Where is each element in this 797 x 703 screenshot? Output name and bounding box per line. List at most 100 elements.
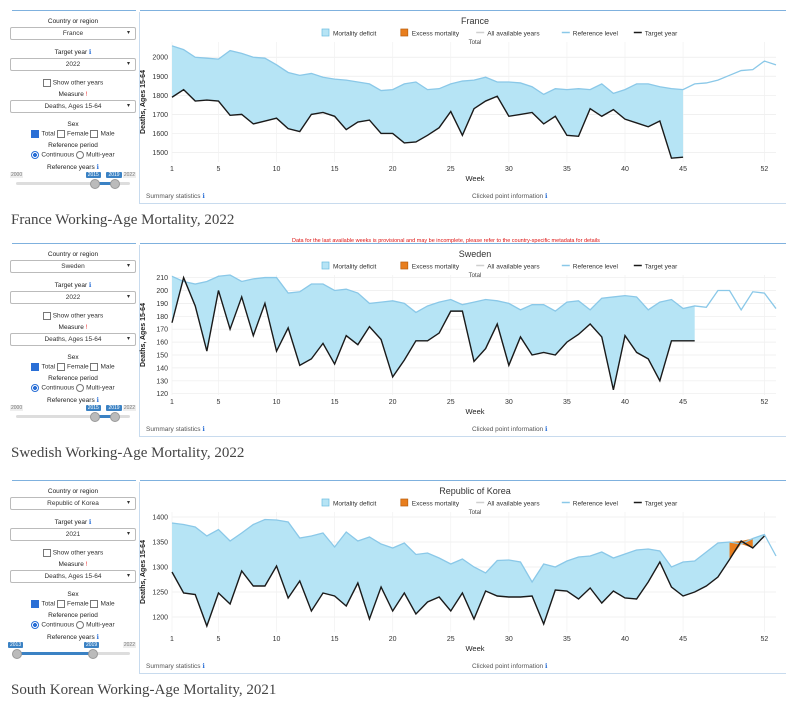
- reference-level-point[interactable]: [507, 558, 511, 562]
- reference-level-point[interactable]: [612, 556, 616, 560]
- radio-continuous-icon[interactable]: [31, 621, 40, 629]
- country-select[interactable]: France ▾: [10, 27, 136, 40]
- target-year-point[interactable]: [600, 601, 604, 605]
- target-year-select[interactable]: 2021 ▾: [10, 528, 136, 541]
- target-year-point[interactable]: [437, 595, 441, 599]
- country-select[interactable]: Republic of Korea ▾: [10, 497, 136, 510]
- reference-level-point[interactable]: [344, 287, 348, 291]
- target-year-point[interactable]: [600, 114, 604, 118]
- target-year-point[interactable]: [635, 121, 639, 125]
- target-year-point[interactable]: [356, 343, 360, 347]
- target-year-point[interactable]: [484, 347, 488, 351]
- reference-level-point[interactable]: [286, 291, 290, 295]
- target-year-point[interactable]: [414, 140, 418, 144]
- target-year-point[interactable]: [263, 584, 267, 588]
- reference-level-point[interactable]: [693, 304, 697, 308]
- reference-level-point[interactable]: [693, 82, 697, 86]
- reference-level-point[interactable]: [379, 542, 383, 546]
- target-year-select[interactable]: 2022 ▾: [10, 291, 136, 304]
- reference-level-point[interactable]: [705, 305, 709, 309]
- target-year-point[interactable]: [507, 114, 511, 118]
- reference-level-point[interactable]: [205, 280, 209, 284]
- country-select[interactable]: Sweden ▾: [10, 260, 136, 273]
- target-year-point[interactable]: [182, 591, 186, 595]
- reference-level-point[interactable]: [670, 565, 674, 569]
- reference-level-point[interactable]: [298, 536, 302, 540]
- reference-level-point[interactable]: [344, 78, 348, 82]
- reference-level-point[interactable]: [252, 55, 256, 59]
- reference-level-point[interactable]: [275, 276, 279, 280]
- target-year-point[interactable]: [344, 604, 348, 608]
- reference-level-point[interactable]: [240, 531, 244, 535]
- target-year-point[interactable]: [716, 575, 720, 579]
- reference-level-point[interactable]: [716, 289, 720, 293]
- target-year-point[interactable]: [344, 334, 348, 338]
- target-year-point[interactable]: [670, 156, 674, 160]
- sex-checkbox-female-icon[interactable]: [56, 130, 65, 138]
- reference-level-point[interactable]: [635, 82, 639, 86]
- clicked-point-info-link[interactable]: Clicked point information ℹ: [472, 425, 547, 433]
- legend-item-3[interactable]: Reference level: [561, 31, 619, 38]
- reference-years-slider[interactable]: 2000 2022 2015 2019: [10, 172, 136, 189]
- target-year-point[interactable]: [449, 609, 453, 613]
- target-year-point[interactable]: [414, 612, 418, 616]
- target-year-point[interactable]: [623, 117, 627, 121]
- reference-level-point[interactable]: [530, 580, 534, 584]
- reference-level-point[interactable]: [449, 82, 453, 86]
- target-year-line[interactable]: [171, 88, 684, 159]
- target-year-point[interactable]: [263, 302, 267, 306]
- reference-level-point[interactable]: [356, 291, 360, 295]
- target-year-line[interactable]: [171, 535, 765, 629]
- radio-multi-year-icon[interactable]: [76, 621, 85, 629]
- reference-level-point[interactable]: [437, 87, 441, 91]
- reference-level-point[interactable]: [437, 300, 441, 304]
- target-year-point[interactable]: [588, 107, 592, 111]
- target-year-point[interactable]: [182, 276, 186, 280]
- target-year-point[interactable]: [635, 597, 639, 601]
- reference-level-point[interactable]: [774, 307, 778, 311]
- target-year-point[interactable]: [588, 586, 592, 590]
- reference-level-point[interactable]: [495, 559, 499, 563]
- target-year-point[interactable]: [228, 114, 232, 118]
- reference-level-point[interactable]: [170, 521, 174, 525]
- reference-level-point[interactable]: [298, 74, 302, 78]
- reference-level-point[interactable]: [646, 82, 650, 86]
- reference-level-point[interactable]: [193, 55, 197, 59]
- reference-level-point[interactable]: [321, 75, 325, 79]
- legend-item-0[interactable]: Mortality deficit: [321, 28, 377, 38]
- target-year-point[interactable]: [681, 155, 685, 159]
- reference-level-point[interactable]: [182, 523, 186, 527]
- summary-statistics-link[interactable]: Summary statistics ℹ: [146, 192, 205, 200]
- reference-level-point[interactable]: [368, 82, 372, 86]
- reference-level-point[interactable]: [484, 75, 488, 79]
- target-year-point[interactable]: [391, 609, 395, 613]
- target-year-point[interactable]: [217, 289, 221, 293]
- reference-level-point[interactable]: [646, 308, 650, 312]
- target-year-point[interactable]: [670, 585, 674, 589]
- target-year-point[interactable]: [263, 119, 267, 123]
- target-year-point[interactable]: [437, 331, 441, 335]
- reference-level-point[interactable]: [554, 565, 558, 569]
- reference-level-point[interactable]: [182, 280, 186, 284]
- reference-level-point[interactable]: [635, 295, 639, 299]
- reference-level-point[interactable]: [403, 302, 407, 306]
- reference-level-point[interactable]: [739, 542, 743, 546]
- reference-level-line[interactable]: [171, 518, 777, 584]
- sex-checkbox-female-icon[interactable]: [56, 600, 65, 608]
- legend-item-4[interactable]: Target year: [633, 501, 678, 508]
- reference-level-point[interactable]: [530, 85, 534, 89]
- reference-level-point[interactable]: [565, 88, 569, 92]
- reference-level-point[interactable]: [774, 63, 778, 67]
- reference-level-point[interactable]: [623, 294, 627, 298]
- reference-level-point[interactable]: [240, 280, 244, 284]
- reference-level-point[interactable]: [612, 92, 616, 96]
- target-year-point[interactable]: [275, 349, 279, 353]
- target-year-point[interactable]: [554, 588, 558, 592]
- target-year-point[interactable]: [461, 591, 465, 595]
- target-year-point[interactable]: [333, 114, 337, 118]
- reference-level-point[interactable]: [519, 560, 523, 564]
- target-year-point[interactable]: [658, 119, 662, 123]
- target-year-point[interactable]: [356, 581, 360, 585]
- target-year-point[interactable]: [554, 353, 558, 357]
- reference-level-point[interactable]: [542, 303, 546, 307]
